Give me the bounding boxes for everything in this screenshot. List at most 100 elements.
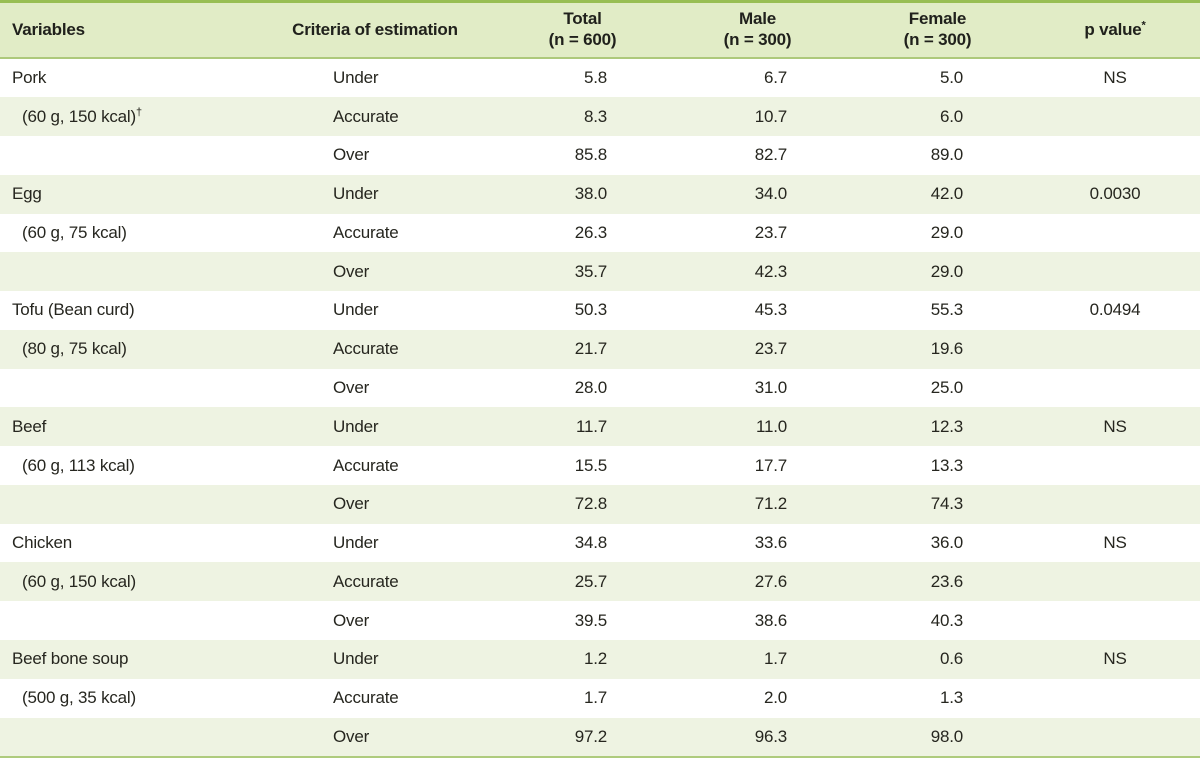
table-row: Over 35.7 42.3 29.0: [0, 252, 1200, 292]
table-body: Pork Under 5.8 6.7 5.0 NS (60 g, 150 kca…: [0, 57, 1200, 759]
total-value-cell: 1.7: [495, 678, 670, 718]
male-value-cell: 17.7: [670, 446, 845, 485]
variable-cell: Egg: [0, 174, 255, 214]
criteria-cell: Over: [255, 368, 495, 408]
male-value-cell: 71.2: [670, 484, 845, 524]
variable-cell: [0, 368, 255, 408]
variable-label: Beef bone soup: [12, 649, 129, 669]
criteria-cell: Under: [255, 407, 495, 447]
male-value-cell: 34.0: [670, 174, 845, 214]
col-header-male-n: (n = 300): [723, 29, 792, 49]
variable-cell: [0, 252, 255, 292]
variable-label: (60 g, 75 kcal): [22, 222, 127, 242]
table-row: Over 28.0 31.0 25.0: [0, 368, 1200, 408]
col-header-criteria: Criteria of estimation: [255, 0, 495, 59]
variable-label: (80 g, 75 kcal): [22, 339, 127, 359]
table-row: Over 72.8 71.2 74.3: [0, 484, 1200, 524]
criteria-cell: Over: [255, 136, 495, 175]
female-value-cell: 12.3: [845, 407, 1030, 447]
table-header: Variables Criteria of estimation Total (…: [0, 0, 1200, 59]
variable-cell: [0, 717, 255, 759]
female-value-cell: 29.0: [845, 252, 1030, 292]
male-value-cell: 42.3: [670, 252, 845, 292]
variable-cell: (60 g, 150 kcal)†: [0, 97, 255, 137]
criteria-cell: Under: [255, 174, 495, 214]
criteria-cell: Over: [255, 601, 495, 640]
col-header-pvalue: p value*: [1030, 0, 1200, 59]
criteria-cell: Over: [255, 252, 495, 292]
female-value-cell: 36.0: [845, 523, 1030, 563]
variable-label: Beef: [12, 416, 47, 436]
male-value-cell: 82.7: [670, 136, 845, 175]
total-value-cell: 38.0: [495, 174, 670, 214]
table-row: Over 39.5 38.6 40.3: [0, 601, 1200, 640]
variable-cell: (500 g, 35 kcal): [0, 678, 255, 718]
variable-label: Chicken: [12, 533, 73, 553]
pvalue-cell: [1030, 252, 1200, 292]
table-row: Tofu (Bean curd) Under 50.3 45.3 55.3 0.…: [0, 291, 1200, 330]
female-value-cell: 40.3: [845, 601, 1030, 640]
col-header-total: Total (n = 600): [495, 0, 670, 59]
pvalue-cell: [1030, 368, 1200, 408]
table-row: (500 g, 35 kcal) Accurate 1.7 2.0 1.3: [0, 678, 1200, 718]
pvalue-cell: [1030, 562, 1200, 602]
col-header-total-label: Total: [563, 9, 602, 29]
female-value-cell: 42.0: [845, 174, 1030, 214]
header-row: Variables Criteria of estimation Total (…: [0, 0, 1200, 59]
table-row: (60 g, 150 kcal) Accurate 25.7 27.6 23.6: [0, 562, 1200, 602]
variable-label: Tofu (Bean curd): [12, 300, 135, 320]
pvalue-cell: [1030, 678, 1200, 718]
female-value-cell: 98.0: [845, 717, 1030, 759]
female-value-cell: 6.0: [845, 97, 1030, 137]
pvalue-cell: [1030, 329, 1200, 369]
female-value-cell: 23.6: [845, 562, 1030, 602]
total-value-cell: 21.7: [495, 329, 670, 369]
total-value-cell: 35.7: [495, 252, 670, 292]
criteria-cell: Under: [255, 57, 495, 98]
variable-cell: Beef bone soup: [0, 639, 255, 679]
col-header-variables: Variables: [0, 0, 255, 59]
footnote-asterisk: *: [1141, 18, 1146, 31]
total-value-cell: 25.7: [495, 562, 670, 602]
criteria-cell: Accurate: [255, 97, 495, 137]
table-row: Beef bone soup Under 1.2 1.7 0.6 NS: [0, 639, 1200, 679]
variable-label: (60 g, 150 kcal): [22, 106, 136, 126]
variable-cell: [0, 136, 255, 175]
pvalue-cell: NS: [1030, 639, 1200, 679]
variable-cell: Pork: [0, 57, 255, 98]
female-value-cell: 89.0: [845, 136, 1030, 175]
table-row: (60 g, 75 kcal) Accurate 26.3 23.7 29.0: [0, 213, 1200, 253]
female-value-cell: 13.3: [845, 446, 1030, 485]
variable-cell: [0, 601, 255, 640]
total-value-cell: 1.2: [495, 639, 670, 679]
total-value-cell: 11.7: [495, 407, 670, 447]
table-row: Over 97.2 96.3 98.0: [0, 717, 1200, 759]
col-header-male: Male (n = 300): [670, 0, 845, 59]
female-value-cell: 29.0: [845, 213, 1030, 253]
female-value-cell: 74.3: [845, 484, 1030, 524]
pvalue-cell: [1030, 213, 1200, 253]
criteria-cell: Under: [255, 523, 495, 563]
total-value-cell: 34.8: [495, 523, 670, 563]
variable-label: (60 g, 150 kcal): [22, 571, 136, 591]
variable-label: (500 g, 35 kcal): [22, 688, 136, 708]
criteria-cell: Accurate: [255, 329, 495, 369]
table-row: Chicken Under 34.8 33.6 36.0 NS: [0, 523, 1200, 563]
pvalue-cell: [1030, 484, 1200, 524]
pvalue-cell: 0.0494: [1030, 291, 1200, 330]
pvalue-cell: 0.0030: [1030, 174, 1200, 214]
variable-cell: Tofu (Bean curd): [0, 291, 255, 330]
pvalue-cell: [1030, 97, 1200, 137]
male-value-cell: 38.6: [670, 601, 845, 640]
col-header-female-label: Female: [908, 9, 967, 29]
criteria-cell: Accurate: [255, 562, 495, 602]
footnote-dagger: †: [135, 105, 142, 118]
table-row: Beef Under 11.7 11.0 12.3 NS: [0, 407, 1200, 447]
variable-cell: (60 g, 113 kcal): [0, 446, 255, 485]
pvalue-cell: [1030, 446, 1200, 485]
male-value-cell: 33.6: [670, 523, 845, 563]
col-header-female-n: (n = 300): [903, 29, 972, 49]
female-value-cell: 55.3: [845, 291, 1030, 330]
pvalue-cell: [1030, 136, 1200, 175]
male-value-cell: 31.0: [670, 368, 845, 408]
